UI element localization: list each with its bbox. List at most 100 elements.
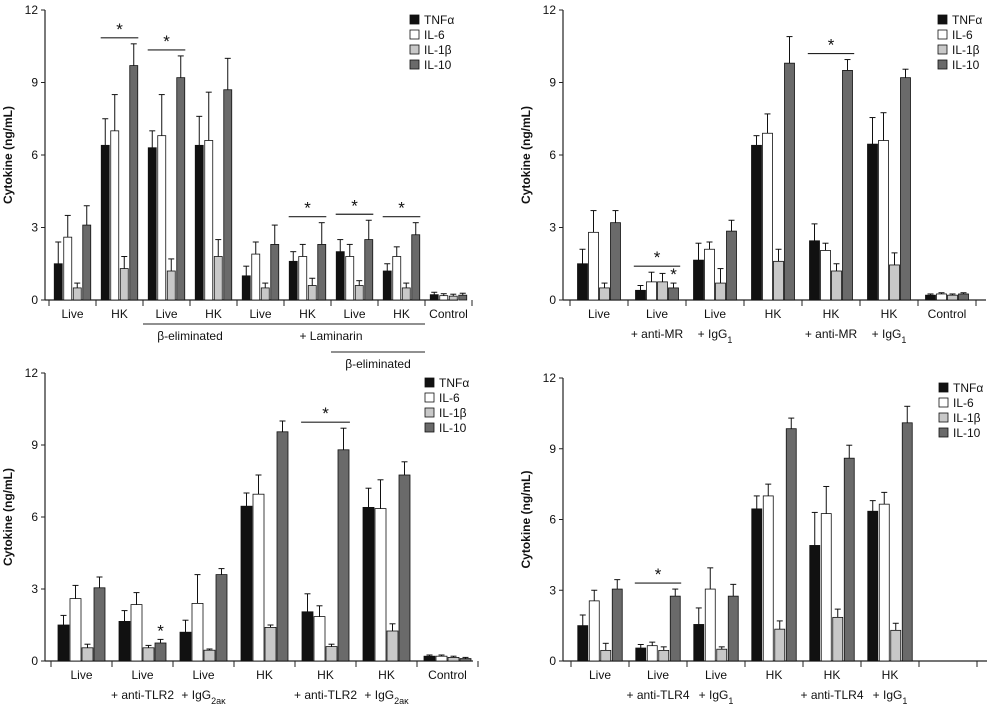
bar-tnf — [867, 143, 878, 301]
legend-label-tnf: TNFα — [439, 376, 469, 390]
bar-tnf — [429, 294, 439, 301]
bar-il6 — [762, 132, 773, 301]
bar-tnf — [100, 144, 110, 301]
legend-swatch-il10 — [938, 427, 949, 438]
bar-il1b — [448, 295, 458, 301]
bar-il6 — [392, 256, 402, 301]
bar-il6 — [252, 493, 265, 662]
x-tick-label: HK — [299, 307, 316, 321]
x-tick-label: Live — [61, 307, 83, 321]
bar-il10 — [317, 244, 327, 301]
y-tick-label: 6 — [31, 510, 38, 524]
bar-il1b — [599, 287, 610, 301]
bar-il10 — [154, 642, 167, 662]
treatment-subscript: 1 — [902, 696, 907, 706]
chart-panel-1: Cytokine (ng/mL) 0 3 6 9 12 Live HK Live HK Live HK… — [1, 3, 473, 371]
x-tick-label: Live — [647, 668, 669, 682]
bar-tnf — [362, 506, 375, 662]
treatment-label: + anti-MR — [631, 327, 684, 341]
bar-il1b — [831, 270, 842, 301]
legend-swatch-il10 — [424, 422, 435, 433]
legend-label-tnf: TNFα — [424, 13, 454, 27]
group-label: β-eliminated — [157, 329, 223, 343]
treatment-label: + IgG1 — [698, 327, 733, 345]
legend-label-tnf: TNFα — [953, 381, 983, 395]
bar-il10 — [398, 474, 411, 662]
y-tick-label: 3 — [31, 221, 38, 235]
treatment-text: + IgG — [364, 688, 394, 702]
bar-il1b — [447, 657, 460, 662]
legend-label-il10: IL-10 — [952, 58, 980, 72]
x-tick-label: Control — [428, 668, 467, 682]
treatment-label: + IgG2aκ — [181, 688, 226, 706]
bar-il10 — [958, 293, 969, 301]
treatment-label: + anti-MR — [805, 327, 858, 341]
bar-il1b — [203, 649, 216, 662]
bar-tnf — [751, 144, 762, 301]
legend-swatch-il1b — [938, 412, 949, 423]
bar-il6 — [588, 231, 599, 301]
treatment-subscript: 1 — [727, 335, 732, 345]
x-tick-label: Live — [131, 668, 153, 682]
legend-label-il1b: IL-1β — [439, 406, 467, 420]
treatment-text: + IgG — [699, 688, 729, 702]
x-tick-label: HK — [256, 668, 273, 682]
legend-swatch-tnf — [937, 14, 948, 25]
bar-il10 — [785, 428, 797, 662]
bar-tnf — [635, 289, 646, 301]
bar-il1b — [72, 287, 82, 301]
bar-il10 — [610, 222, 621, 301]
x-tick-label: Control — [429, 307, 468, 321]
treatment-text: + anti-MR — [631, 327, 684, 341]
bar-tnf — [423, 655, 436, 662]
bar-il10 — [900, 77, 911, 301]
treatment-text: + IgG — [872, 327, 902, 341]
y-tick-label: 9 — [31, 76, 38, 90]
legend-label-il6: IL-6 — [424, 28, 445, 42]
bar-tnf — [301, 611, 314, 662]
bar-il1b — [213, 256, 223, 301]
bar-il6 — [588, 600, 600, 662]
bar-il1b — [166, 270, 176, 301]
bar-il10 — [842, 70, 853, 301]
y-tick-label: 6 — [31, 148, 38, 162]
bar-il6 — [110, 130, 120, 301]
treatment-text: + anti-TLR4 — [626, 688, 689, 702]
treatment-label: + IgG1 — [699, 688, 734, 706]
treatment-label: + anti-TLR2 — [111, 688, 174, 702]
legend-label-tnf: TNFα — [952, 13, 982, 27]
chart-panel-3: Cytokine (ng/mL) 0 3 6 9 12 Live Live Live HK HK HK… — [1, 366, 479, 706]
bar-il10 — [668, 287, 679, 301]
x-tick-label: HK — [765, 307, 782, 321]
bar-il10 — [669, 595, 681, 662]
bar-il6 — [130, 604, 143, 662]
bar-il10 — [726, 230, 737, 301]
legend-swatch-il6 — [424, 392, 435, 403]
x-tick-label: HK — [378, 668, 395, 682]
bar-il6 — [374, 508, 387, 662]
legend-swatch-il1b — [409, 44, 420, 55]
bar-il6 — [646, 645, 658, 662]
bar-il1b — [354, 285, 364, 301]
y-tick-label: 0 — [31, 293, 38, 307]
treatment-label: + IgG1 — [872, 327, 907, 345]
significance-star: * — [163, 32, 170, 51]
bar-il6 — [820, 513, 832, 662]
legend-swatch-il10 — [937, 59, 948, 70]
y-tick-label: 0 — [549, 293, 556, 307]
significance-star: * — [655, 565, 662, 584]
bar-il10 — [459, 658, 472, 662]
legend-label-il1b: IL-1β — [952, 43, 980, 57]
bar-il1b — [81, 647, 94, 662]
bar-il10 — [727, 595, 739, 662]
bar-tnf — [577, 263, 588, 301]
bar-il1b — [716, 648, 728, 662]
significance-star: * — [398, 199, 405, 218]
bar-il10 — [93, 587, 106, 662]
bar-il10 — [337, 449, 350, 662]
significance-star: * — [157, 621, 164, 640]
x-tick-label: Live — [343, 307, 365, 321]
significance-star: * — [351, 196, 358, 215]
bar-il1b — [307, 285, 317, 301]
bar-tnf — [867, 510, 879, 662]
